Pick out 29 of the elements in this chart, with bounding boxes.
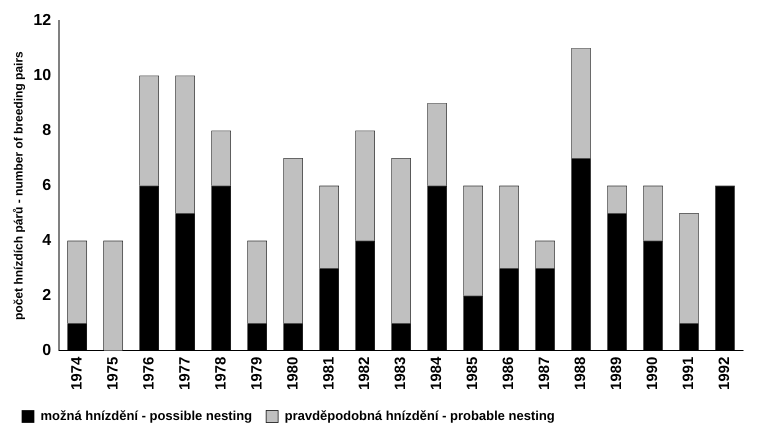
x-tick-label: 1988 (572, 356, 590, 390)
x-tick-label: 1992 (716, 356, 734, 390)
x-tick-label: 1991 (680, 356, 698, 390)
y-tick-label: 12 (33, 12, 52, 30)
y-tick-label: 10 (33, 67, 52, 84)
x-tick-label: 1975 (104, 356, 122, 390)
y-tick-label: 6 (42, 177, 52, 194)
x-tick-label: 1983 (392, 356, 410, 390)
y-tick-label: 0 (42, 342, 52, 360)
x-tick-label: 1987 (536, 356, 554, 390)
x-tick-label: 1989 (608, 356, 626, 390)
legend-label: pravděpodobná hnízdění - probable nesting (284, 408, 555, 424)
legend-label: možná hnízdění - possible nesting (40, 408, 252, 424)
x-tick-label: 1974 (68, 356, 86, 390)
x-tick-label: 1976 (140, 356, 158, 390)
x-tick-label: 1977 (176, 356, 194, 390)
x-tick-label: 1980 (284, 356, 302, 390)
y-tick-label: 8 (42, 122, 52, 140)
x-tick-label: 1990 (644, 356, 662, 390)
y-tick-label: 2 (42, 287, 52, 304)
y-axis-title: počet hnízdích párů - number of breeding pairs (12, 50, 26, 320)
x-tick-label: 1984 (428, 356, 446, 390)
x-tick-label: 1985 (464, 356, 482, 390)
x-tick-label: 1978 (212, 356, 230, 390)
x-tick-label: 1981 (320, 356, 338, 390)
y-tick-label: 4 (42, 232, 52, 250)
x-tick-label: 1982 (356, 356, 374, 390)
x-tick-label: 1979 (248, 356, 266, 390)
x-tick-label: 1986 (500, 356, 518, 390)
